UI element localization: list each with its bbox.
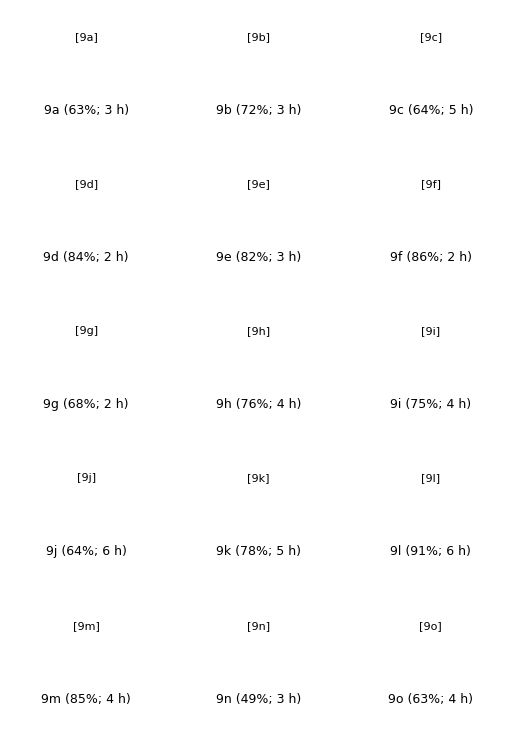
Text: 9c (64%; 5 h): 9c (64%; 5 h)	[389, 104, 473, 117]
Text: 9d (84%; 2 h): 9d (84%; 2 h)	[43, 251, 129, 264]
Text: 9o (63%; 4 h): 9o (63%; 4 h)	[388, 693, 474, 706]
Text: [9i]: [9i]	[421, 326, 440, 336]
Text: 9n (49%; 3 h): 9n (49%; 3 h)	[216, 693, 301, 706]
Text: [9n]: [9n]	[247, 620, 270, 631]
Text: [9c]: [9c]	[420, 32, 442, 42]
Text: [9g]: [9g]	[74, 326, 98, 336]
Text: 9f (86%; 2 h): 9f (86%; 2 h)	[390, 251, 472, 264]
Text: [9e]: [9e]	[247, 179, 270, 189]
Text: 9e (82%; 3 h): 9e (82%; 3 h)	[216, 251, 301, 264]
Text: 9m (85%; 4 h): 9m (85%; 4 h)	[41, 693, 131, 706]
Text: 9h (76%; 4 h): 9h (76%; 4 h)	[216, 398, 301, 411]
Text: [9f]: [9f]	[421, 179, 441, 189]
Text: [9b]: [9b]	[247, 32, 270, 42]
Text: 9g (68%; 2 h): 9g (68%; 2 h)	[43, 398, 129, 411]
Text: [9a]: [9a]	[75, 32, 98, 42]
Text: [9d]: [9d]	[74, 179, 98, 189]
Text: 9l (91%; 6 h): 9l (91%; 6 h)	[390, 545, 472, 559]
Text: [9j]: [9j]	[77, 473, 96, 484]
Text: [9l]: [9l]	[421, 473, 440, 484]
Text: 9k (78%; 5 h): 9k (78%; 5 h)	[216, 545, 301, 559]
Text: [9m]: [9m]	[73, 620, 100, 631]
Text: 9j (64%; 6 h): 9j (64%; 6 h)	[45, 545, 127, 559]
Text: [9k]: [9k]	[247, 473, 270, 484]
Text: 9a (63%; 3 h): 9a (63%; 3 h)	[43, 104, 129, 117]
Text: [9h]: [9h]	[247, 326, 270, 336]
Text: 9b (72%; 3 h): 9b (72%; 3 h)	[216, 104, 301, 117]
Text: 9i (75%; 4 h): 9i (75%; 4 h)	[390, 398, 472, 411]
Text: [9o]: [9o]	[419, 620, 442, 631]
